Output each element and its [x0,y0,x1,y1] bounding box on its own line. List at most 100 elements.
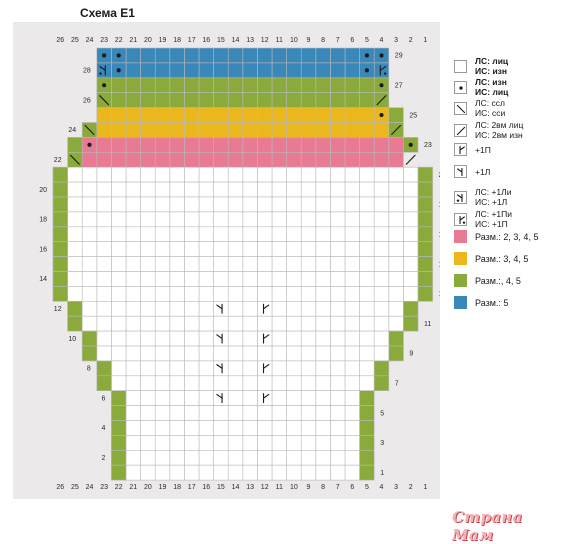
purl-dot-icon [116,53,121,58]
chart-cell [154,286,171,302]
column-number-top: 14 [232,37,240,44]
chart-symbol [379,53,384,58]
chart-cell [373,330,390,347]
chart-cell [169,152,185,168]
chart-symbol [102,53,107,58]
size-label: Разм.: 5 [475,297,509,308]
chart-cell [315,211,331,228]
chart-cell-edge [52,226,68,243]
chart-cell [169,405,185,421]
chart-cell [169,315,185,332]
legend-item-inc-left: +1Л [454,165,490,178]
chart-cell [125,137,141,153]
chart-cell [169,449,185,466]
legend-label: ЛС: +1Пи [475,209,512,219]
legend-item-dot: ЛС: изн ИС: лиц [454,77,508,97]
chart-cell [198,181,214,198]
chart-cell [111,166,127,183]
chart-cell [242,256,258,272]
chart-cell [257,107,273,123]
chart-cell [227,330,244,347]
chart-cell [227,152,244,168]
row-number-left: 22 [54,157,62,164]
chart-cell [388,196,404,213]
chart-cell [388,211,404,228]
chart-cell [315,390,331,406]
legend-item-k2tog: ЛС: 2вм лиц ИС: 2вм изн [454,120,523,140]
chart-cell [300,211,317,228]
chart-cell [154,226,171,243]
chart-cell [271,77,287,93]
chart-cell [242,420,258,436]
column-number-bottom: 8 [321,484,325,491]
chart-cell [315,271,331,287]
chart-symbol [262,363,270,374]
chart-cell-edge [111,449,127,466]
chart-cell [169,107,185,123]
chart-cell [344,360,360,377]
chart-cell [227,435,244,451]
chart-cell [403,181,419,198]
legend-symbol [454,59,467,73]
chart-cell [344,420,360,436]
chart-cell [242,345,258,362]
chart-cell [344,435,360,451]
chart-cell [184,300,200,317]
column-number-top: 21 [129,37,137,44]
chart-cell [388,166,404,183]
column-number-top: 9 [307,37,311,44]
chart-cell [344,47,360,64]
legend-symbol [454,190,467,204]
chart-cell [227,122,244,138]
chart-cell [315,300,331,317]
chart-cell [125,300,141,317]
chart-cell [213,360,229,377]
chart-cell [184,420,200,436]
chart-cell [242,226,258,243]
chart-cell [213,92,229,108]
chart-cell [242,62,258,79]
chart-cell [330,286,346,302]
chart-cell [344,345,360,362]
chart-cell [169,211,185,228]
chart-cell-edge [388,345,404,362]
chart-cell [213,256,229,272]
chart-cell [315,166,331,183]
chart-cell [359,92,375,108]
chart-cell [300,107,317,123]
chart-cell [315,420,331,436]
chart-cell [213,47,229,64]
size-swatch [454,274,467,287]
chart-cell [271,271,287,287]
chart-cell [242,435,258,451]
chart-cell [344,122,360,138]
chart-cell [315,241,331,257]
chart-cell [111,330,127,347]
chart-cell-edge [359,464,375,481]
column-number-bottom: 7 [336,484,340,491]
chart-cell-edge [96,360,112,377]
row-number-left: 14 [39,276,47,283]
chart-cell [198,464,214,481]
chart-cell [242,181,258,198]
chart-cell [330,77,346,93]
chart-cell [344,226,360,243]
chart-symbol [379,83,384,88]
chart-symbol [364,53,369,58]
row-number-right: 1 [380,470,384,477]
chart-cell [169,375,185,391]
legend-label: ЛС: лиц [475,56,509,66]
chart-cell [286,62,302,79]
chart-cell [257,226,273,243]
chart-cell [169,241,185,257]
chart-cell-edge [417,196,433,213]
row-number-left: 4 [101,425,105,432]
chart-cell [330,166,346,183]
chart-cell [330,107,346,123]
chart-cell [213,62,229,79]
chart-cell [169,420,185,436]
column-number-bottom: 1 [423,484,427,491]
chart-symbol [216,303,223,314]
chart-cell [213,464,229,481]
chart-symbol [116,68,121,73]
